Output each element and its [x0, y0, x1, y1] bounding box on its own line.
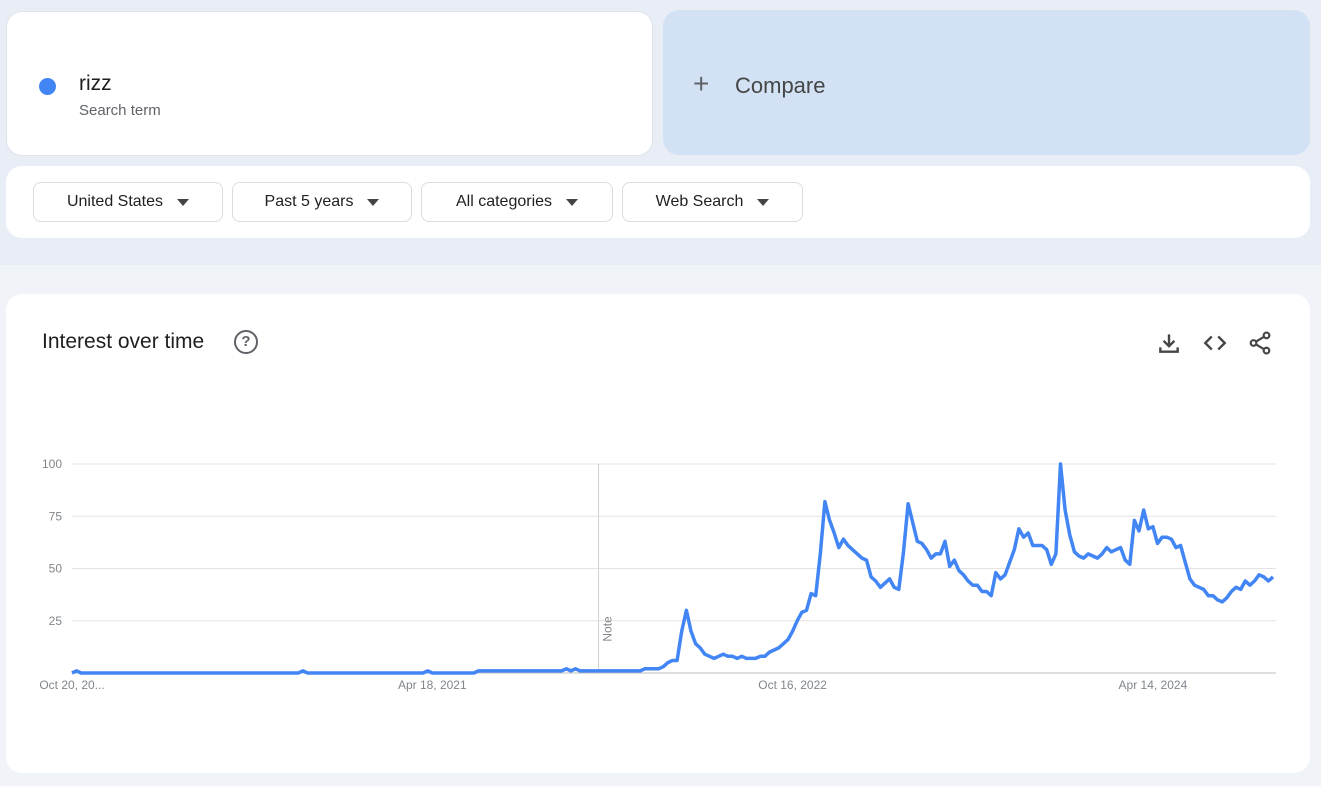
- x-tick-label: Apr 18, 2021: [398, 678, 467, 692]
- section-title: Interest over time: [42, 330, 205, 353]
- search-term-card[interactable]: rizz Search term: [6, 11, 653, 156]
- series-color-dot: [39, 78, 56, 95]
- dropdown-label: United States: [66, 193, 164, 210]
- caret-down-icon: [757, 198, 770, 206]
- line-chart: 25 50 75 100 Note Oct 20, 20... Apr 18, 2021 Oc…: [39, 457, 1276, 692]
- caret-down-icon: [177, 198, 190, 206]
- help-icon[interactable]: ?: [234, 330, 258, 354]
- category-dropdown[interactable]: All categories: [421, 182, 613, 222]
- y-tick-label: 100: [42, 457, 62, 471]
- note-label: Note: [601, 616, 615, 642]
- region-dropdown[interactable]: United States: [33, 182, 223, 222]
- compare-label: Compare: [735, 73, 826, 98]
- download-icon[interactable]: [1156, 330, 1182, 356]
- dropdown-label: Past 5 years: [264, 193, 354, 210]
- series-line: [71, 462, 1275, 675]
- y-tick-label: 25: [49, 614, 63, 628]
- y-tick-label: 75: [49, 509, 63, 523]
- dropdown-label: All categories: [455, 193, 553, 210]
- search-type-dropdown[interactable]: Web Search: [622, 182, 803, 222]
- share-icon[interactable]: [1247, 330, 1273, 356]
- plus-icon: +: [693, 68, 710, 99]
- embed-code-icon[interactable]: [1202, 330, 1228, 356]
- caret-down-icon: [566, 198, 579, 206]
- time-range-dropdown[interactable]: Past 5 years: [232, 182, 412, 222]
- x-tick-label: Apr 14, 2024: [1119, 678, 1188, 692]
- interest-over-time-card: Interest over time ? 25 50 75 100 Note Oct 20…: [6, 294, 1310, 773]
- y-tick-label: 50: [49, 562, 63, 576]
- compare-button[interactable]: + Compare: [663, 10, 1310, 155]
- caret-down-icon: [367, 198, 380, 206]
- search-term-name: rizz: [79, 72, 112, 95]
- search-term-subtitle: Search term: [79, 102, 161, 119]
- x-tick-label: Oct 16, 2022: [758, 678, 827, 692]
- dropdown-label: Web Search: [655, 193, 744, 210]
- filter-bar: United States Past 5 years All categorie…: [6, 166, 1310, 238]
- x-tick-label: Oct 20, 20...: [39, 678, 104, 692]
